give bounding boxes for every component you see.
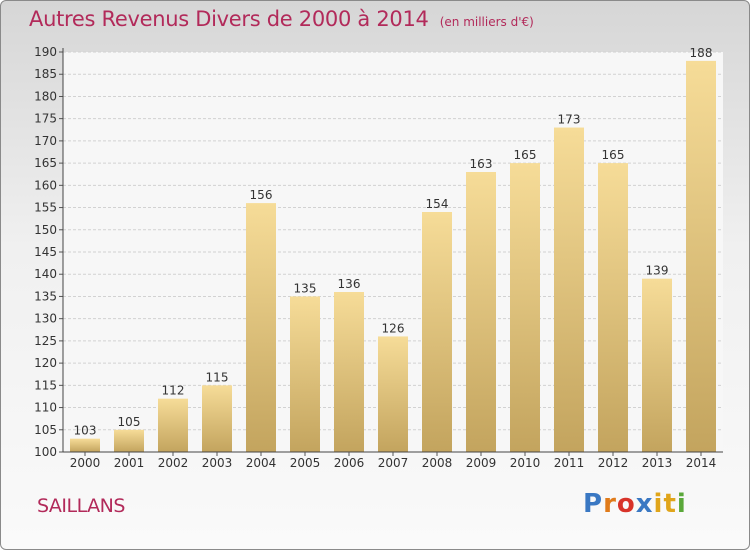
bar-value-label: 173 xyxy=(558,113,581,127)
y-tick-label: 150 xyxy=(34,223,57,237)
y-tick-label: 180 xyxy=(34,89,57,103)
bar-value-label: 115 xyxy=(206,370,229,384)
y-tick-label: 110 xyxy=(34,401,57,415)
bar-2008 xyxy=(422,212,452,452)
y-tick-label: 120 xyxy=(34,356,57,370)
bar-2009 xyxy=(466,172,496,452)
y-tick-label: 160 xyxy=(34,178,57,192)
bar-2006 xyxy=(334,292,364,452)
chart-subtitle: (en milliers d'€) xyxy=(439,15,534,29)
x-tick-label: 2009 xyxy=(466,456,497,470)
bar-2004 xyxy=(246,203,276,452)
bar-2005 xyxy=(290,296,320,452)
y-tick-label: 175 xyxy=(34,112,57,126)
x-tick-label: 2004 xyxy=(246,456,277,470)
logo-letter: t xyxy=(663,489,677,519)
bar-2013 xyxy=(642,278,672,452)
x-tick-label: 2008 xyxy=(422,456,453,470)
y-tick-label: 105 xyxy=(34,423,57,437)
y-tick-label: 170 xyxy=(34,134,57,148)
bar-2002 xyxy=(158,398,188,452)
x-tick-label: 2011 xyxy=(554,456,585,470)
x-axis-ticks: 2000 2001 2002 2003 2004 2005 2006 2007 2008 2009… xyxy=(70,452,717,470)
bar-value-label: 126 xyxy=(382,321,405,335)
y-tick-label: 185 xyxy=(34,67,57,81)
y-tick-label: 135 xyxy=(34,289,57,303)
y-tick-label: 140 xyxy=(34,267,57,281)
y-tick-label: 165 xyxy=(34,156,57,170)
y-tick-label: 190 xyxy=(34,45,57,59)
proxiti-logo[interactable]: Proxiti xyxy=(583,489,687,519)
bar-2003 xyxy=(202,385,232,452)
bar-value-label: 154 xyxy=(426,197,449,211)
x-tick-label: 2007 xyxy=(378,456,409,470)
title-row: Autres Revenus Divers de 2000 à 2014 (en… xyxy=(29,7,534,31)
bar-2007 xyxy=(378,336,408,452)
logo-letter: o xyxy=(616,489,636,519)
x-tick-label: 2010 xyxy=(510,456,541,470)
bar-value-label: 139 xyxy=(646,264,669,278)
bar-2014 xyxy=(686,60,716,453)
bar-value-label: 136 xyxy=(338,277,361,291)
bar-2011 xyxy=(554,127,584,453)
x-tick-label: 2014 xyxy=(686,456,717,470)
y-tick-label: 145 xyxy=(34,245,57,259)
y-tick-label: 130 xyxy=(34,312,57,326)
bar-value-label: 105 xyxy=(118,415,141,429)
x-tick-label: 2013 xyxy=(642,456,673,470)
logo-letter: x xyxy=(635,489,654,519)
bar-2012 xyxy=(598,163,628,452)
y-tick-label: 155 xyxy=(34,201,57,215)
x-tick-label: 2005 xyxy=(290,456,321,470)
commune-name: SAILLANS xyxy=(37,495,125,517)
bar-2010 xyxy=(510,163,540,452)
x-tick-label: 2002 xyxy=(158,456,189,470)
bar-value-label: 165 xyxy=(514,148,537,162)
x-tick-label: 2012 xyxy=(598,456,629,470)
bar-value-label: 188 xyxy=(690,46,713,60)
y-tick-label: 125 xyxy=(34,334,57,348)
x-tick-label: 2006 xyxy=(334,456,365,470)
x-tick-label: 2001 xyxy=(114,456,145,470)
bar-value-label: 135 xyxy=(294,281,317,295)
logo-letter: i xyxy=(676,489,687,519)
bars: 103 105 112 115 156 135 136 126 154 163 165 173 165 1… xyxy=(70,46,716,453)
bar-value-label: 103 xyxy=(74,424,97,438)
bar-value-label: 112 xyxy=(162,384,185,398)
logo-letter: i xyxy=(653,489,664,519)
bar-value-label: 163 xyxy=(470,157,493,171)
bar-2000 xyxy=(70,438,100,452)
logo-letter: P xyxy=(583,489,604,519)
chart-title: Autres Revenus Divers de 2000 à 2014 xyxy=(29,7,429,31)
bar-value-label: 165 xyxy=(602,148,625,162)
bar-2001 xyxy=(114,429,144,452)
x-tick-label: 2003 xyxy=(202,456,233,470)
bar-value-label: 156 xyxy=(250,188,273,202)
y-tick-label: 115 xyxy=(34,378,57,392)
logo-letter: r xyxy=(603,489,617,519)
y-axis-ticks: 100 105 110 115 120 125 130 135 140 145 150 155 160 1… xyxy=(34,45,63,459)
x-tick-label: 2000 xyxy=(70,456,101,470)
y-tick-label: 100 xyxy=(34,445,57,459)
